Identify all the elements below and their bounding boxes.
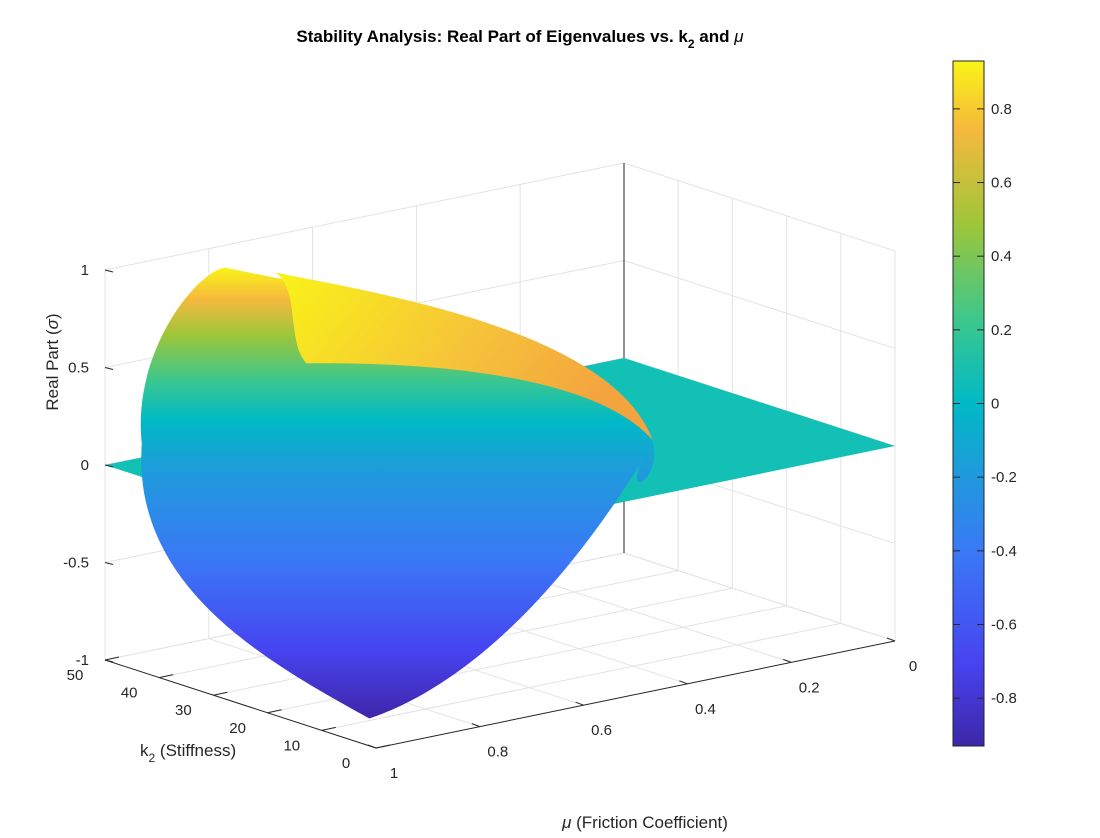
k2-tick-label: 30: [175, 702, 192, 719]
colorbar-tick-label: 0.6: [991, 175, 1012, 192]
z-tick-label: 1: [81, 262, 89, 279]
k2-tick: [213, 691, 228, 696]
z-axis-label: Real Part (σ): [43, 313, 62, 410]
z-tick-label: 0.5: [68, 360, 89, 377]
z-tick-label: 0: [81, 457, 89, 474]
z-tick-label: -0.5: [63, 555, 89, 572]
colorbar-tick-label: -0.6: [991, 616, 1017, 633]
mu-tick: [679, 680, 688, 685]
k2-tick: [104, 656, 120, 661]
z-tick-label: -1: [76, 652, 89, 669]
mu-tick-label: 1: [390, 765, 398, 782]
mu-axis-line: [375, 640, 896, 749]
grid-line: [623, 260, 896, 349]
mu-tick-label: 0.6: [591, 722, 612, 739]
colorbar-tick-label: 0.4: [991, 248, 1012, 265]
mu-tick-label: 0.8: [487, 744, 508, 761]
k2-axis-line: [104, 659, 377, 749]
z-tick: [104, 269, 114, 273]
mu-tick: [575, 701, 584, 706]
z-tick: [104, 464, 114, 468]
k2-tick: [267, 709, 282, 714]
surface-plot: [105, 267, 895, 719]
k2-tick-label: 50: [67, 667, 84, 684]
grid-line: [321, 622, 841, 731]
mu-tick-label: 0: [909, 658, 917, 675]
colorbar-ticks: 0.8 0.6 0.4 0.2 0 -0.2 -0.4 -0.6 -0.8: [953, 101, 1017, 707]
lobe-ridge: [275, 272, 653, 441]
grid-line: [623, 552, 896, 642]
colorbar: 0.8 0.6 0.4 0.2 0 -0.2 -0.4 -0.6 -0.8: [952, 60, 1017, 747]
mu-tick: [783, 658, 792, 663]
z-tick: [104, 367, 114, 370]
mu-tick-label: 0.2: [799, 679, 820, 696]
grid-line: [520, 573, 792, 663]
colorbar-tick-label: -0.4: [991, 543, 1017, 560]
chart-title: Stability Analysis: Real Part of Eigenva…: [296, 27, 744, 51]
x-axis-label: μ (Friction Coefficient): [561, 813, 728, 832]
mu-tick: [367, 744, 377, 749]
k2-tick: [159, 674, 174, 679]
k2-tick: [321, 726, 336, 731]
k2-tick-label: 40: [121, 685, 138, 702]
k2-tick-label: 20: [229, 720, 246, 737]
colorbar-tick-label: -0.8: [991, 690, 1017, 707]
colorbar-tick-label: -0.2: [991, 469, 1017, 486]
mu-tick-label: 0.4: [695, 701, 716, 718]
mu-tick: [471, 723, 480, 728]
mu-tick: [886, 637, 896, 642]
grid-line: [623, 162, 896, 252]
colorbar-tick-label: 0: [991, 396, 999, 413]
colorbar-tick-label: 0.8: [991, 101, 1012, 118]
y-axis-label: k2 (Stiffness): [140, 741, 236, 765]
k2-tick-label: 0: [342, 755, 350, 772]
colorbar-tick-label: 0.2: [991, 322, 1012, 339]
k2-tick-label: 10: [283, 737, 300, 754]
grid-line: [104, 162, 625, 271]
z-tick: [104, 562, 114, 565]
